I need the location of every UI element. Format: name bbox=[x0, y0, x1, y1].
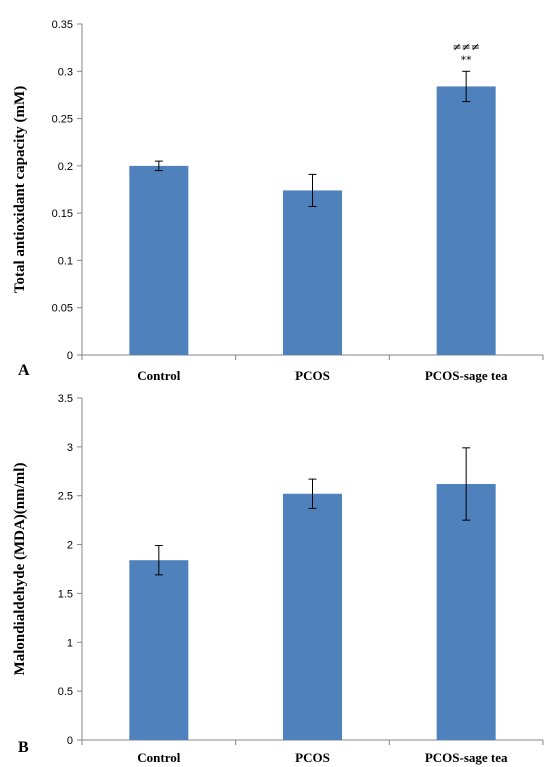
y-tick-label: 1.5 bbox=[58, 588, 73, 600]
category-label: Control bbox=[137, 750, 180, 765]
error-bar bbox=[308, 478, 317, 509]
y-tick-label: 0 bbox=[67, 350, 73, 362]
category-label: PCOS bbox=[295, 750, 330, 765]
y-tick-label: 0.15 bbox=[52, 208, 73, 220]
chart-panel-a: 0 0.05 0.1 0.15 0.2 0.25 0.3 0.35 Control PCOS PCO… bbox=[12, 19, 544, 383]
y-tick-label: 3.5 bbox=[58, 393, 73, 405]
panel-label: B bbox=[18, 739, 29, 756]
bar-control bbox=[129, 165, 189, 355]
error-bar bbox=[154, 160, 163, 172]
category-label: PCOS bbox=[295, 368, 330, 383]
error-bar bbox=[462, 447, 471, 521]
significance-annotation: ≠≠≠ bbox=[452, 40, 480, 53]
y-tick-label: 1 bbox=[67, 637, 73, 649]
y-tick-label: 2.5 bbox=[58, 491, 73, 503]
y-axis-title: Malondialdehyde (MDA)(nm/ml) bbox=[12, 463, 28, 676]
panel-label: A bbox=[18, 362, 30, 379]
y-tick-label: 0 bbox=[67, 735, 73, 747]
bar-pcos bbox=[283, 190, 342, 355]
category-label: Control bbox=[137, 368, 180, 383]
y-axis-title: Total antioxidant capacity (mM) bbox=[12, 86, 28, 293]
chart-panel-b: 0 0.5 1 1.5 2 2.5 3 3.5 Control PCOS PCOS-sage tea… bbox=[12, 393, 544, 765]
bar-pcos-sage-tea bbox=[436, 86, 496, 355]
significance-annotation: ** bbox=[461, 53, 473, 66]
error-bar bbox=[462, 70, 471, 103]
y-tick-label: 0.25 bbox=[52, 114, 73, 126]
bar-pcos-sage-tea bbox=[436, 483, 496, 740]
y-tick-label: 0.3 bbox=[58, 66, 73, 78]
category-label: PCOS-sage tea bbox=[425, 750, 508, 765]
y-tick-label: 0.35 bbox=[52, 19, 73, 31]
y-tick-label: 3 bbox=[67, 442, 73, 454]
y-tick-label: 2 bbox=[67, 540, 73, 552]
y-tick-label: 0.2 bbox=[58, 161, 73, 173]
y-tick-label: 0.05 bbox=[52, 303, 73, 315]
bar-control bbox=[129, 560, 189, 740]
y-tick-label: 0.5 bbox=[58, 686, 73, 698]
bar-pcos bbox=[283, 493, 342, 740]
error-bar bbox=[308, 173, 317, 208]
category-label: PCOS-sage tea bbox=[425, 368, 508, 383]
error-bar bbox=[154, 545, 163, 576]
y-tick-label: 0.1 bbox=[58, 255, 73, 267]
